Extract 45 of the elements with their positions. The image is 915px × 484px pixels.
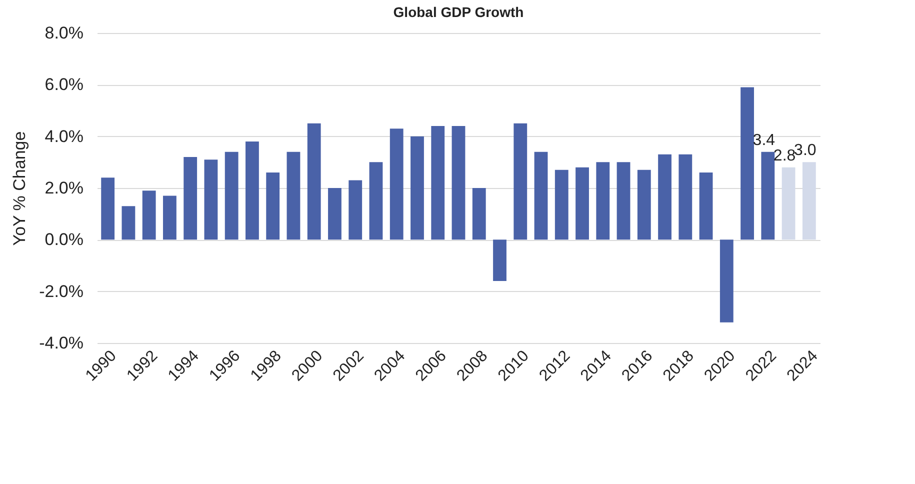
y-tick-label: -2.0% bbox=[39, 282, 84, 301]
y-tick-label: -4.0% bbox=[39, 334, 84, 352]
y-tick-label: 0.0% bbox=[44, 230, 84, 250]
bar bbox=[616, 162, 630, 240]
bar bbox=[431, 126, 445, 240]
bar bbox=[142, 190, 156, 240]
bar bbox=[307, 123, 321, 240]
bar bbox=[286, 152, 300, 240]
bar bbox=[699, 172, 713, 240]
bar bbox=[369, 162, 383, 240]
y-tick-label: 4.0% bbox=[44, 126, 84, 146]
bar bbox=[472, 188, 486, 240]
bar bbox=[761, 152, 775, 240]
bar bbox=[514, 123, 528, 240]
y-tick-label: 8.0% bbox=[44, 24, 84, 42]
bar bbox=[658, 154, 672, 240]
bar bbox=[534, 152, 548, 240]
bar bbox=[246, 142, 259, 240]
bar bbox=[720, 240, 734, 322]
bar bbox=[596, 162, 610, 240]
bar bbox=[802, 162, 816, 240]
bar bbox=[204, 160, 218, 240]
bar bbox=[554, 170, 568, 240]
y-tick-label: 6.0% bbox=[44, 75, 84, 94]
bar bbox=[390, 128, 404, 240]
bar bbox=[576, 167, 589, 240]
bar bbox=[348, 180, 362, 240]
bar bbox=[637, 170, 651, 240]
bar bbox=[184, 157, 198, 240]
bar bbox=[740, 87, 754, 240]
bar bbox=[328, 188, 342, 240]
chart-title: Global GDP Growth bbox=[393, 4, 524, 20]
y-axis-title: YoY % Change bbox=[10, 131, 30, 246]
bar bbox=[101, 178, 115, 240]
bar bbox=[782, 167, 796, 240]
bar bbox=[266, 172, 280, 240]
y-tick-label: 2.0% bbox=[44, 178, 84, 198]
bar bbox=[452, 126, 466, 240]
bar bbox=[493, 240, 506, 281]
bar bbox=[678, 154, 692, 240]
bar bbox=[410, 136, 424, 240]
bar bbox=[224, 152, 238, 240]
data-label: 3.0 bbox=[794, 142, 816, 160]
bar bbox=[122, 206, 136, 240]
bar bbox=[163, 196, 176, 240]
